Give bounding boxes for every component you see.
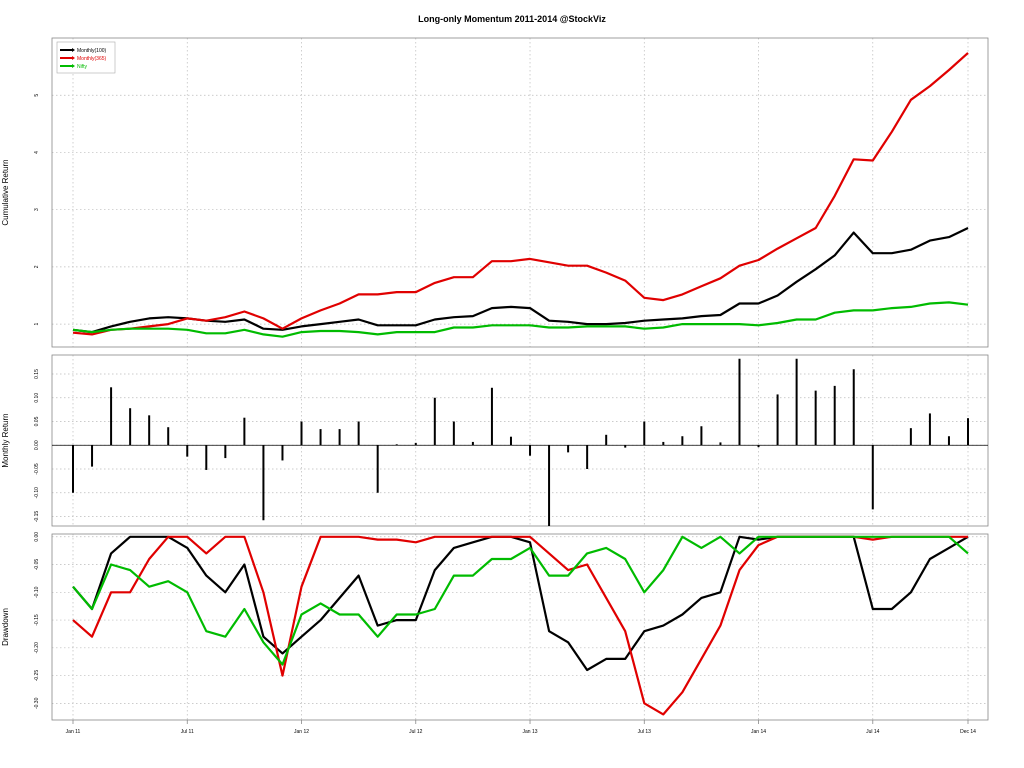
legend-marker [72, 48, 75, 52]
y-axis-title: Cumulative Return [1, 159, 10, 225]
x-tick-label: Jan 11 [66, 729, 81, 735]
x-tick-label: Jul 14 [866, 729, 880, 735]
y-tick-label: 1 [34, 323, 40, 326]
y-tick-label: 0.05 [34, 416, 40, 426]
y-tick-label: 2 [34, 265, 40, 268]
chart-title: Long-only Momentum 2011-2014 @StockViz [418, 14, 606, 24]
y-tick-label: 4 [34, 151, 40, 154]
y-tick-label: 3 [34, 208, 40, 211]
drawdown-line-monthly-365- [72, 535, 968, 716]
cumulative-line-nifty [72, 301, 969, 338]
drawdown-line-monthly-100- [72, 535, 969, 672]
y-tick-label: -0.10 [34, 487, 40, 499]
legend-label: Monthly(365) [77, 56, 107, 62]
legend-marker [72, 56, 75, 60]
y-axis-title: Drawdown [1, 608, 10, 646]
x-tick-label: Jan 14 [751, 729, 766, 735]
y-tick-label: -0.20 [34, 642, 40, 654]
y-tick-label: -0.15 [34, 511, 40, 523]
y-axis-title: Monthly Return [1, 413, 10, 467]
y-tick-label: -0.05 [34, 559, 40, 571]
legend-marker [72, 64, 75, 68]
x-tick-label: Jul 11 [181, 729, 194, 735]
y-tick-label: -0.05 [34, 463, 40, 475]
legend: Monthly(100) Monthly(365) Nifty [56, 41, 116, 74]
cumulative-line-monthly-100- [72, 227, 969, 334]
y-tick-label: 0.00 [34, 440, 40, 450]
cumulative-line-monthly-365- [72, 52, 969, 336]
y-tick-label: -0.10 [34, 586, 40, 598]
x-tick-label: Jul 12 [409, 729, 423, 735]
y-tick-label: 5 [34, 94, 40, 97]
y-tick-label: -0.25 [34, 670, 40, 682]
y-tick-label: 0.00 [34, 532, 40, 542]
x-tick-label: Jan 12 [294, 729, 309, 735]
x-tick-label: Jul 13 [638, 729, 652, 735]
y-tick-label: -0.30 [34, 697, 40, 709]
panel-frame [51, 533, 989, 721]
panel-frame [51, 37, 989, 348]
x-tick-label: Jan 13 [523, 729, 538, 735]
legend-label: Monthly(100) [77, 48, 107, 54]
panel-frame [51, 354, 989, 527]
drawdown-line-nifty [72, 535, 969, 666]
y-tick-label: 0.15 [34, 369, 40, 379]
y-tick-label: -0.15 [34, 614, 40, 626]
y-tick-label: 0.10 [34, 393, 40, 403]
legend-label: Nifty [77, 64, 88, 70]
x-tick-label: Dec 14 [960, 729, 976, 735]
